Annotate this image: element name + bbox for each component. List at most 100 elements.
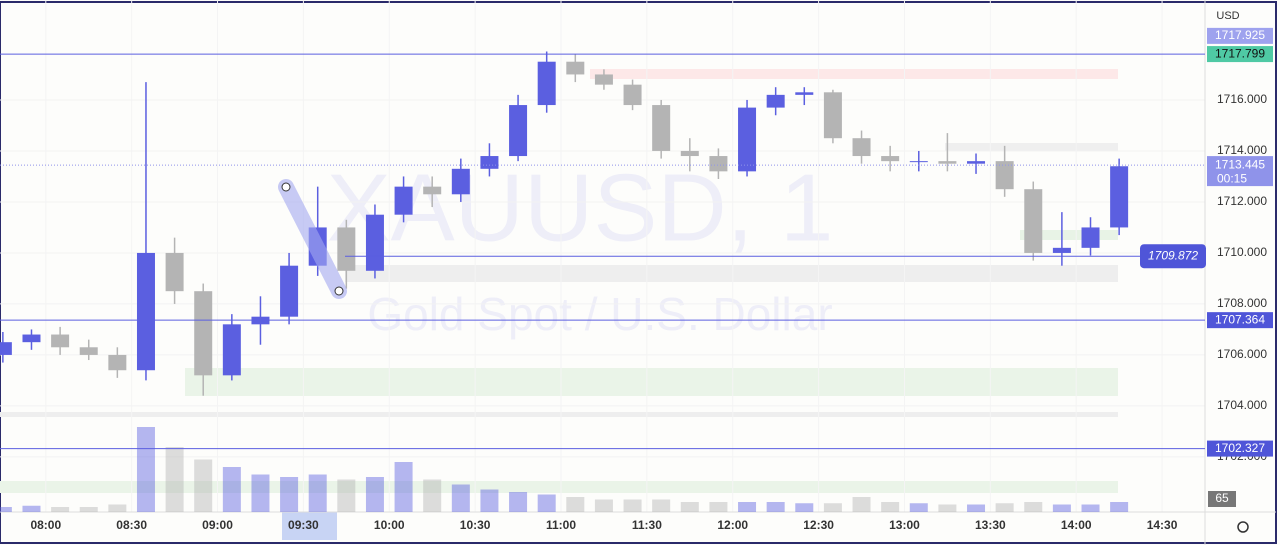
watermark-description: Gold Spot / U.S. Dollar xyxy=(367,288,832,340)
x-tick-label: 13:00 xyxy=(889,518,920,532)
volume-bar xyxy=(881,502,900,512)
candle-body xyxy=(194,291,213,376)
settings-icon[interactable] xyxy=(1237,521,1249,533)
price-label: 1707.364 xyxy=(1215,312,1265,326)
volume-bar xyxy=(852,497,871,512)
candle-body xyxy=(1081,227,1100,248)
volume-bar xyxy=(509,492,528,512)
candle-body xyxy=(881,156,900,162)
candle-body xyxy=(451,168,470,195)
volume-bar xyxy=(566,497,585,512)
volume-bar xyxy=(480,489,499,512)
price-label: 1709.872 xyxy=(1148,248,1198,262)
countdown: 00:15 xyxy=(1217,171,1247,185)
candle-body xyxy=(337,227,356,271)
zone xyxy=(185,368,1118,396)
volume-bar xyxy=(537,494,556,512)
volume-bar xyxy=(1024,502,1043,512)
zone xyxy=(345,265,1118,282)
candle-body xyxy=(967,161,986,164)
volume-bar xyxy=(594,499,613,512)
x-tick-label: 10:00 xyxy=(374,518,405,532)
volume-bar xyxy=(938,504,957,512)
volume-bar xyxy=(222,467,241,512)
zone xyxy=(945,143,1118,151)
candle-body xyxy=(623,84,642,106)
candle-body xyxy=(566,61,585,75)
price-label: 1717.799 xyxy=(1215,46,1265,60)
zone xyxy=(0,412,1118,417)
volume-bar xyxy=(451,484,470,512)
volume-bar xyxy=(623,499,642,512)
volume-bar xyxy=(136,427,155,512)
candle-body xyxy=(394,186,413,215)
volume-bar xyxy=(365,477,384,512)
currency[interactable]: USD xyxy=(1216,10,1239,22)
candle-body xyxy=(79,347,98,355)
candle-body xyxy=(0,342,12,355)
volume-bar xyxy=(909,503,928,512)
volume-bar xyxy=(680,502,699,512)
y-tick-label: 1710.000 xyxy=(1217,245,1267,259)
price-label-box xyxy=(1207,46,1273,63)
x-tick-label: 11:00 xyxy=(546,518,576,532)
volume-bar xyxy=(995,503,1014,512)
volume-bar xyxy=(1052,504,1071,512)
price-label: 1713.445 xyxy=(1215,157,1265,171)
y-tick-label: 1712.000 xyxy=(1217,194,1267,208)
candle-body xyxy=(995,161,1014,190)
volume-bar xyxy=(1110,502,1129,512)
price-label-box xyxy=(1140,244,1206,269)
candle-body xyxy=(766,94,785,108)
volume-bar xyxy=(766,502,785,512)
x-tick-label: 10:30 xyxy=(460,518,491,532)
x-tick-label: 08:30 xyxy=(116,518,147,532)
candle-body xyxy=(509,105,528,157)
y-tick-label: 1706.000 xyxy=(1217,347,1267,361)
x-tick-label: 14:00 xyxy=(1061,518,1092,532)
volume-bar xyxy=(967,504,986,512)
candle-body xyxy=(136,252,155,371)
drawing-handle xyxy=(334,286,344,296)
candle-body xyxy=(738,107,757,172)
x-tick-label: 14:30 xyxy=(1147,518,1178,532)
volume-bar xyxy=(738,502,757,512)
price-label-box xyxy=(1207,27,1273,44)
volume-bar xyxy=(308,474,327,512)
volume-bar xyxy=(165,447,184,512)
candle-body xyxy=(280,265,299,317)
candle-body xyxy=(909,161,928,163)
volume-bar xyxy=(823,503,842,512)
candle-body xyxy=(480,156,499,169)
candle-body xyxy=(709,156,728,172)
candle-body xyxy=(852,138,871,157)
drawing-tool xyxy=(278,179,347,299)
candle-body xyxy=(680,150,699,157)
price-label-box xyxy=(1207,440,1273,457)
drawing-handle xyxy=(281,182,291,192)
volume-bar xyxy=(194,459,213,512)
candle-body xyxy=(938,161,957,164)
volume-bar xyxy=(652,499,671,512)
y-tick-label: 1704.000 xyxy=(1217,398,1267,412)
x-tick-label: 08:00 xyxy=(30,518,61,532)
price-label-box xyxy=(1207,156,1273,187)
volume-bar xyxy=(280,477,299,512)
zone xyxy=(590,69,1118,79)
y-tick-label: 1708.000 xyxy=(1217,296,1267,310)
volume-bar xyxy=(0,507,12,512)
volume-bar xyxy=(22,505,41,512)
candle-body xyxy=(537,61,556,106)
volume-bar xyxy=(337,479,356,512)
volume-bar xyxy=(51,507,70,512)
x-tick-label: 12:00 xyxy=(717,518,748,532)
candle-body xyxy=(222,324,241,376)
zone xyxy=(0,481,1118,493)
candle-body xyxy=(51,334,70,348)
volume-bar xyxy=(423,479,442,512)
volume-label: 65 xyxy=(1215,491,1229,505)
y-tick-label: 1714.000 xyxy=(1217,143,1267,157)
candle-body xyxy=(22,334,41,343)
time-highlight xyxy=(282,512,337,540)
